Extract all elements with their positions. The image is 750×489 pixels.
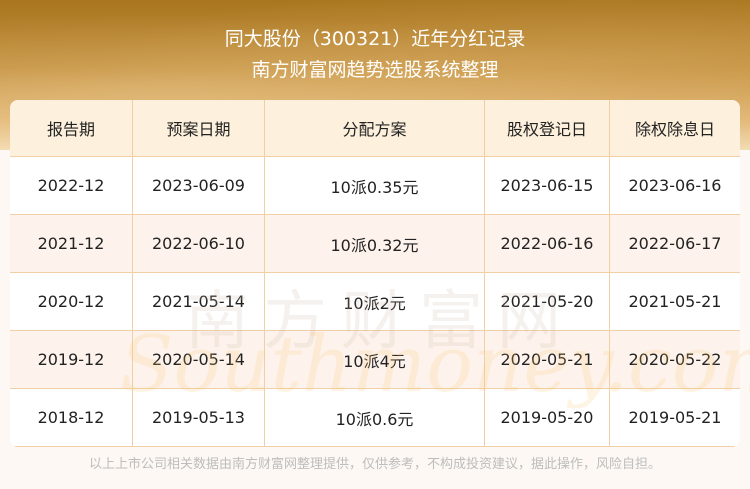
- page-title: 同大股份（300321）近年分红记录: [224, 28, 526, 50]
- table-cell: 10派4元: [265, 331, 485, 388]
- table-row: 2019-12 2020-05-14 10派4元 2020-05-21 2020-05-…: [10, 331, 740, 389]
- column-header: 股权登记日: [485, 100, 610, 156]
- table-cell: 10派2元: [265, 273, 485, 330]
- column-header: 预案日期: [133, 100, 265, 156]
- table-cell: 2022-06-17: [628, 234, 722, 253]
- table-cell: 2021-05-21: [628, 292, 722, 311]
- table-cell: 10派0.35元: [265, 157, 485, 214]
- table-cell: 2018-12: [10, 389, 133, 446]
- table-cell: 2022-06-16: [485, 215, 610, 272]
- table-cell: 2021-05-14: [133, 273, 265, 330]
- table-cell: 2021-12: [10, 215, 133, 272]
- table-cell: 2020-05-21: [485, 331, 610, 388]
- table-row: 2018-12 2019-05-13 10派0.6元 2019-05-20 2019-0…: [10, 389, 740, 447]
- column-header: 除权除息日: [634, 120, 715, 139]
- table-cell: 10派0.6元: [265, 389, 485, 446]
- table-cell: 2023-06-15: [485, 157, 610, 214]
- column-header: 报告期: [10, 100, 133, 156]
- table-cell: 2021-05-20: [485, 273, 610, 330]
- dividend-table: 报告期 预案日期 分配方案 股权登记日 除权除息日 2022-12 2023-06…: [10, 100, 740, 447]
- table-cell: 10派0.32元: [265, 215, 485, 272]
- table-row: 2022-12 2023-06-09 10派0.35元 2023-06-15 2023-…: [10, 157, 740, 215]
- table-cell: 2019-05-13: [133, 389, 265, 446]
- page-subtitle: 南方财富网趋势选股系统整理: [251, 59, 499, 81]
- table-cell: 2022-06-10: [133, 215, 265, 272]
- table-row: 2021-12 2022-06-10 10派0.32元 2022-06-16 2022-…: [10, 215, 740, 273]
- table-cell: 2023-06-16: [628, 176, 722, 195]
- table-cell: 2020-12: [10, 273, 133, 330]
- table-cell: 2023-06-09: [133, 157, 265, 214]
- table-cell: 2020-05-14: [133, 331, 265, 388]
- table-cell: 2022-12: [10, 157, 133, 214]
- table-cell: 2019-12: [10, 331, 133, 388]
- table-header: 报告期 预案日期 分配方案 股权登记日 除权除息日: [10, 100, 740, 157]
- table-cell: 2020-05-22: [628, 350, 722, 369]
- table-cell: 2019-05-20: [485, 389, 610, 446]
- column-header: 分配方案: [265, 100, 485, 156]
- table-row: 2020-12 2021-05-14 10派2元 2021-05-20 2021-05-…: [10, 273, 740, 331]
- disclaimer: 以上上市公司相关数据由南方财富网整理提供，仅供参考，不构成投资建议，据此操作，风…: [88, 457, 661, 472]
- table-cell: 2019-05-21: [628, 408, 722, 427]
